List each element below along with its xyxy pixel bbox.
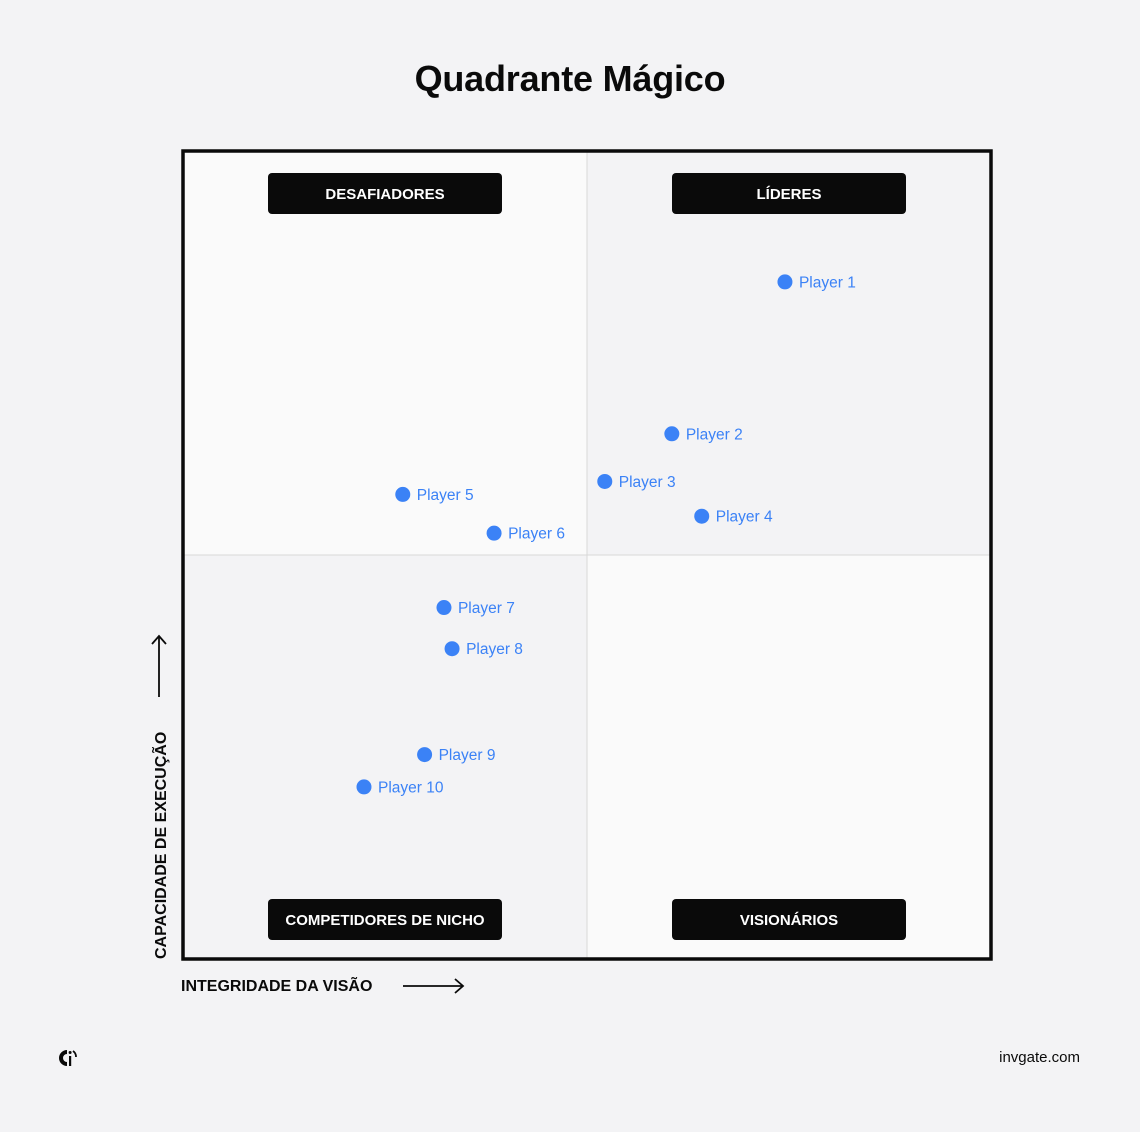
player-point-9: Player 9: [417, 747, 495, 764]
player-dot-10: [356, 779, 372, 795]
player-dot-7: [436, 600, 452, 616]
player-label-10: Player 10: [378, 779, 444, 796]
player-dot-6: [486, 525, 502, 541]
quadrant-bg-top-right: [587, 151, 991, 555]
player-label-2: Player 2: [686, 426, 743, 443]
player-label-6: Player 6: [508, 526, 565, 543]
player-point-3: Player 3: [597, 473, 676, 491]
quadrant-label-visionarios-bg: [672, 899, 906, 940]
player-dot-4: [694, 508, 710, 524]
player-label-4: Player 4: [716, 509, 773, 526]
quadrant-label-lideres: LÍDERES: [672, 173, 906, 214]
quadrant-label-desafiadores-bg: [268, 173, 502, 214]
player-point-6: Player 6: [486, 525, 565, 543]
quadrant-labels: DESAFIADORES LÍDERES COMPETIDORES DE NICHO…: [268, 173, 906, 940]
quadrant-bg-top-left: [183, 151, 587, 555]
quadrant-label-lideres-text: LÍDERES: [756, 186, 821, 203]
player-point-5: Player 5: [395, 486, 474, 504]
x-axis-label: INTEGRIDADE DA VISÃO: [181, 975, 372, 995]
chart-frame: [181, 149, 993, 961]
quadrant-label-desafiadores: DESAFIADORES: [268, 173, 502, 214]
y-axis-arrow-icon: [151, 634, 167, 697]
footer-site-link[interactable]: invgate.com: [999, 1049, 1080, 1066]
y-axis-label: CAPACIDADE DE EXECUÇÃO: [150, 732, 170, 959]
quadrant-dividers: [183, 151, 991, 959]
invgate-logo-icon: [59, 1050, 77, 1066]
quadrant-label-visionarios: VISIONÁRIOS: [672, 899, 906, 940]
player-point-2: Player 2: [664, 426, 743, 443]
quadrant-label-lideres-bg: [672, 173, 906, 214]
chart-title: Quadrante Mágico: [414, 58, 726, 99]
player-dot-8: [444, 641, 460, 657]
x-axis-arrow-icon: [403, 978, 465, 994]
player-label-7: Player 7: [458, 600, 515, 617]
player-label-3: Player 3: [619, 474, 676, 491]
quadrant-label-competidores-de-nicho-text: COMPETIDORES DE NICHO: [285, 912, 485, 929]
quadrant-label-visionarios-text: VISIONÁRIOS: [740, 912, 838, 929]
axis-labels: INTEGRIDADE DA VISÃO CAPACIDADE DE EXECUÇ…: [150, 634, 465, 995]
player-label-5: Player 5: [417, 487, 474, 504]
quadrant-label-competidores-de-nicho-bg: [268, 899, 502, 940]
quadrant-label-desafiadores-text: DESAFIADORES: [325, 186, 444, 203]
player-point-4: Player 4: [694, 508, 773, 526]
quadrant-bg-bottom-left: [183, 555, 587, 959]
data-points: Player 1 Player 2 Player 3 Player 4 Player 5…: [356, 274, 856, 796]
player-point-7: Player 7: [436, 600, 515, 617]
player-label-1: Player 1: [799, 274, 856, 291]
player-label-9: Player 9: [439, 747, 496, 764]
player-point-10: Player 10: [356, 779, 444, 796]
quadrant-label-competidores-de-nicho: COMPETIDORES DE NICHO: [268, 899, 502, 940]
player-label-8: Player 8: [466, 641, 523, 658]
player-point-1: Player 1: [777, 274, 856, 291]
player-dot-9: [417, 747, 433, 763]
player-dot-5: [395, 486, 411, 502]
player-dot-1: [777, 274, 793, 290]
player-dot-2: [664, 426, 680, 442]
player-point-8: Player 8: [444, 641, 523, 658]
player-dot-3: [597, 473, 613, 489]
quadrant-bg-bottom-right: [587, 555, 991, 959]
quadrant-backgrounds: [183, 151, 991, 959]
